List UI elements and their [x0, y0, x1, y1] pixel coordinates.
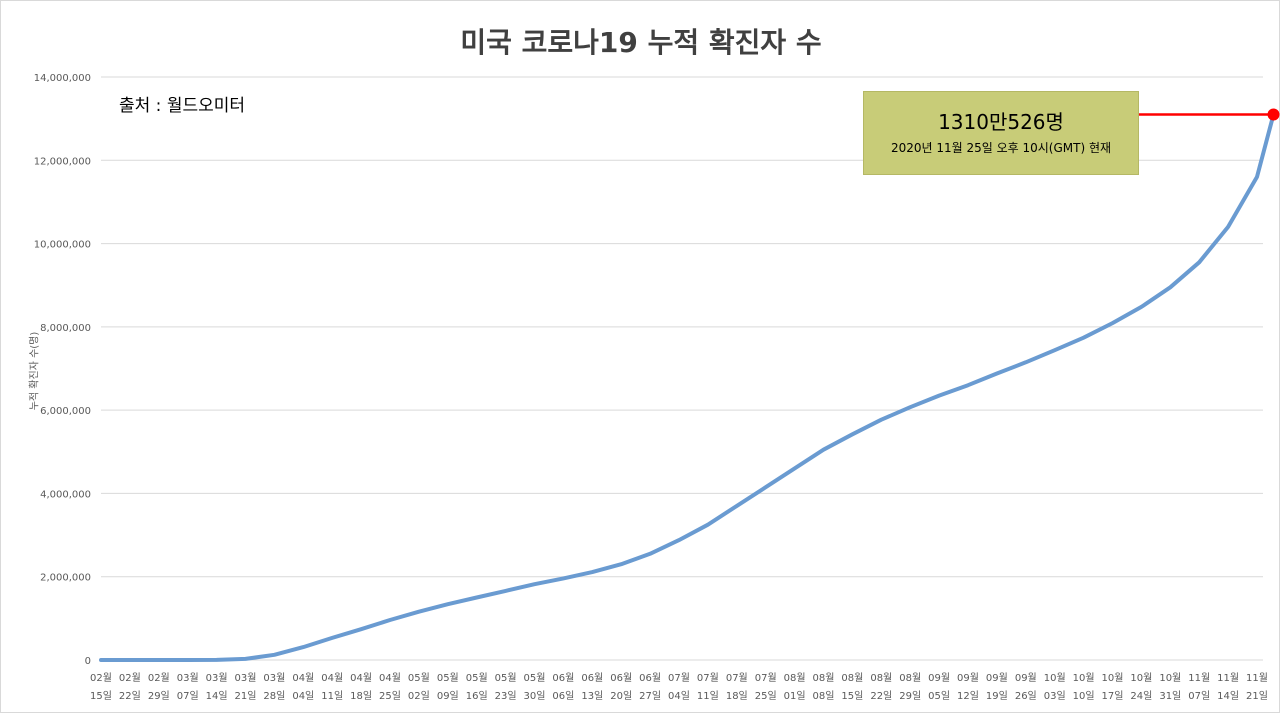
y-tick-label: 14,000,000 — [34, 73, 91, 84]
x-tick-labels: 02월 15일 02월 22일 02월 29일 03월 07일 03월 14일 03월 21일 03월 2… — [90, 672, 1268, 702]
callout-box: 1310만526명 2020년 11월 25일 오후 10시(GMT) 현재 — [863, 91, 1139, 175]
x-tick-label: 05월 09일 — [437, 672, 459, 702]
y-tick-label: 8,000,000 — [40, 323, 91, 334]
x-tick-label: 08월 22일 — [870, 672, 892, 702]
x-tick-label: 08월 01일 — [784, 672, 806, 702]
x-tick-label: 07월 18일 — [726, 672, 748, 702]
x-tick-label: 02월 15일 — [90, 672, 112, 702]
y-tick-label: 6,000,000 — [40, 406, 91, 417]
x-tick-label: 11월 07일 — [1188, 672, 1210, 702]
x-tick-label: 02월 29일 — [148, 672, 170, 702]
x-tick-label: 09월 05일 — [928, 672, 950, 702]
x-tick-label: 06월 27일 — [639, 672, 661, 702]
x-tick-label: 10월 24일 — [1130, 672, 1152, 702]
x-tick-label: 08월 15일 — [841, 672, 863, 702]
x-tick-label: 05월 23일 — [495, 672, 517, 702]
x-tick-label: 07월 11일 — [697, 672, 719, 702]
x-tick-label: 11월 14일 — [1217, 672, 1239, 702]
x-tick-label: 02월 22일 — [119, 672, 141, 702]
x-tick-label: 11월 21일 — [1246, 672, 1268, 702]
y-tick-label: 2,000,000 — [40, 573, 91, 584]
x-tick-label: 08월 29일 — [899, 672, 921, 702]
y-tick-label: 12,000,000 — [34, 156, 91, 167]
x-tick-label: 04월 25일 — [379, 672, 401, 702]
x-tick-label: 09월 19일 — [986, 672, 1008, 702]
x-tick-label: 03월 28일 — [263, 672, 285, 702]
x-tick-label: 06월 13일 — [581, 672, 603, 702]
x-tick-label: 07월 25일 — [755, 672, 777, 702]
gridlines — [101, 76, 1263, 661]
x-tick-label: 10월 17일 — [1102, 672, 1124, 702]
chart-title: 미국 코로나19 누적 확진자 수 — [460, 26, 822, 59]
y-tick-labels: 0 2,000,000 4,000,000 6,000,000 8,000,000 10,… — [34, 73, 91, 667]
x-tick-label: 09월 26일 — [1015, 672, 1037, 702]
x-tick-label: 06월 06일 — [552, 672, 574, 702]
source-note: 출처 : 월드오미터 — [119, 96, 246, 116]
x-tick-label: 04월 11일 — [321, 672, 343, 702]
x-tick-label: 04월 04일 — [292, 672, 314, 702]
callout-value-text: 1310만526명 — [938, 110, 1064, 134]
series-line-confirmed-cases — [99, 112, 1276, 662]
x-tick-label: 05월 16일 — [466, 672, 488, 702]
x-tick-label: 04월 18일 — [350, 672, 372, 702]
x-tick-label: 10월 31일 — [1159, 672, 1181, 702]
y-tick-label: 10,000,000 — [34, 240, 91, 251]
x-tick-label: 10월 03일 — [1044, 672, 1066, 702]
x-tick-label: 06월 20일 — [610, 672, 632, 702]
x-tick-label: 03월 07일 — [177, 672, 199, 702]
x-tick-label: 03월 21일 — [235, 672, 257, 702]
x-tick-label: 05월 02일 — [408, 672, 430, 702]
x-tick-label: 08월 08일 — [813, 672, 835, 702]
x-tick-label: 03월 14일 — [206, 672, 228, 702]
x-tick-label: 09월 12일 — [957, 672, 979, 702]
x-tick-label: 07월 04일 — [668, 672, 690, 702]
x-tick-label: 05월 30일 — [524, 672, 546, 702]
x-tick-label: 10월 10일 — [1073, 672, 1095, 702]
y-tick-label: 4,000,000 — [40, 489, 91, 500]
end-point-marker — [1267, 108, 1280, 121]
y-tick-label: 0 — [85, 656, 91, 667]
callout-note-text: 2020년 11월 25일 오후 10시(GMT) 현재 — [890, 141, 1112, 155]
